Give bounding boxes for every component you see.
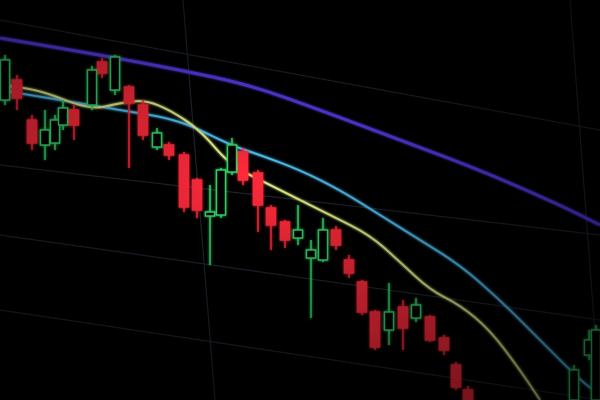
candlestick-chart-photo (0, 0, 600, 400)
vignette (0, 0, 600, 400)
